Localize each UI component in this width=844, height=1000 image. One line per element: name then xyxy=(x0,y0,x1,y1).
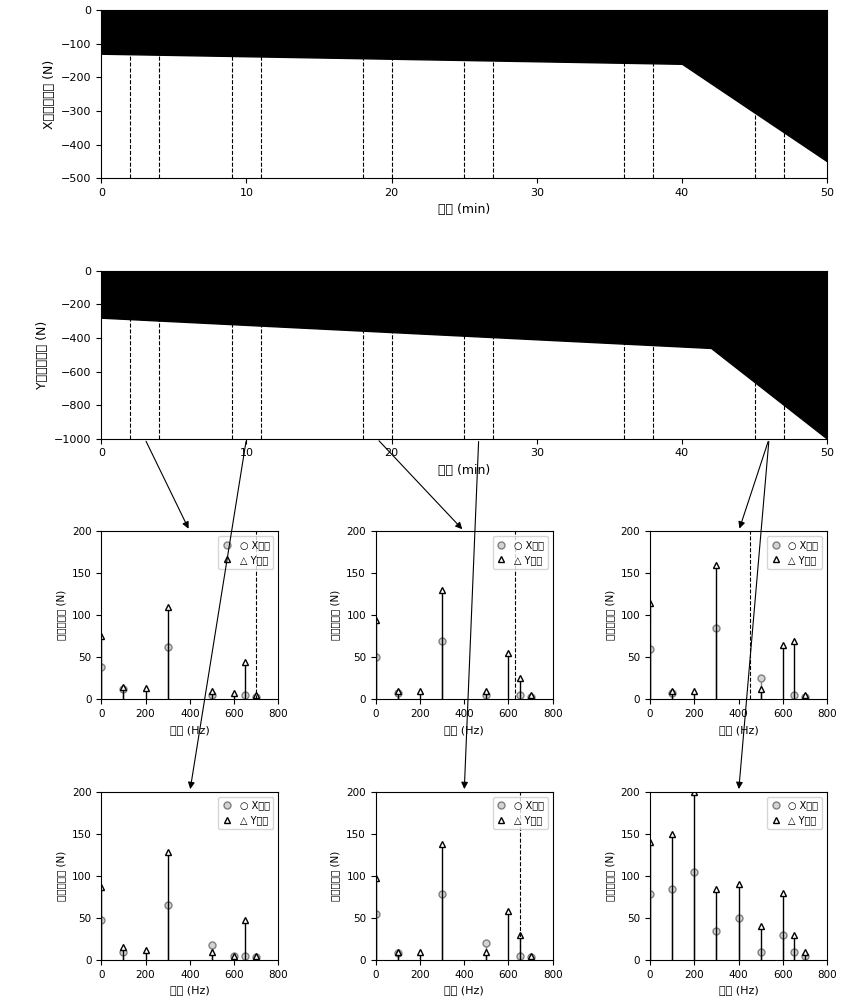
Y-axis label: 铣削力幅值 (N): 铣削力幅值 (N) xyxy=(57,590,66,640)
X-axis label: 频率 (Hz): 频率 (Hz) xyxy=(444,985,484,995)
Legend: ○ X方向, △ Y方向: ○ X方向, △ Y方向 xyxy=(493,797,548,829)
X-axis label: 频率 (Hz): 频率 (Hz) xyxy=(719,985,759,995)
Legend: ○ X方向, △ Y方向: ○ X方向, △ Y方向 xyxy=(767,536,822,569)
X-axis label: 频率 (Hz): 频率 (Hz) xyxy=(444,725,484,735)
X-axis label: 时间 (min): 时间 (min) xyxy=(438,464,490,477)
Legend: ○ X方向, △ Y方向: ○ X方向, △ Y方向 xyxy=(767,797,822,829)
X-axis label: 频率 (Hz): 频率 (Hz) xyxy=(719,725,759,735)
Y-axis label: X方向铣削力 (N): X方向铣削力 (N) xyxy=(42,59,56,129)
X-axis label: 频率 (Hz): 频率 (Hz) xyxy=(170,985,209,995)
Y-axis label: 铣削力幅值 (N): 铣削力幅值 (N) xyxy=(57,851,66,901)
Y-axis label: 铣削力幅值 (N): 铣削力幅值 (N) xyxy=(605,851,615,901)
Y-axis label: 铣削力幅值 (N): 铣削力幅值 (N) xyxy=(331,851,341,901)
Y-axis label: 铣削力幅值 (N): 铣削力幅值 (N) xyxy=(605,590,615,640)
X-axis label: 时间 (min): 时间 (min) xyxy=(438,203,490,216)
Legend: ○ X方向, △ Y方向: ○ X方向, △ Y方向 xyxy=(219,797,273,829)
Y-axis label: Y方向铣削力 (N): Y方向铣削力 (N) xyxy=(35,321,49,389)
Legend: ○ X方向, △ Y方向: ○ X方向, △ Y方向 xyxy=(493,536,548,569)
Y-axis label: 铣削力幅值 (N): 铣削力幅值 (N) xyxy=(331,590,341,640)
X-axis label: 频率 (Hz): 频率 (Hz) xyxy=(170,725,209,735)
Legend: ○ X方向, △ Y方向: ○ X方向, △ Y方向 xyxy=(219,536,273,569)
